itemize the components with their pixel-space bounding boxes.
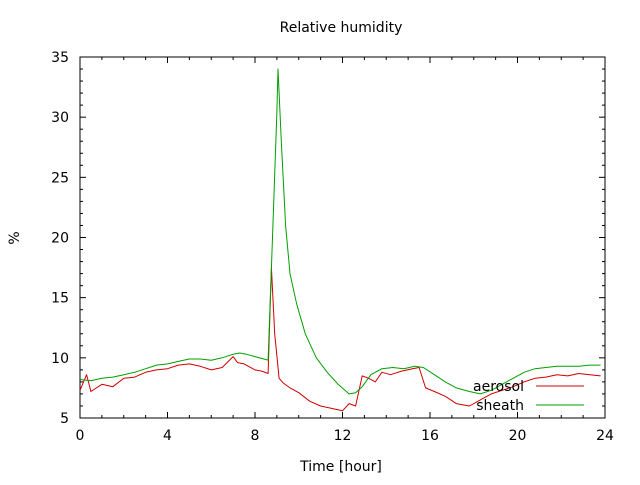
y-axis-label: %	[7, 231, 23, 244]
y-tick-label: 30	[51, 110, 69, 126]
x-axis-label: Time [hour]	[299, 459, 382, 475]
y-tick-label: 20	[51, 231, 69, 247]
y-tick-label: 35	[51, 50, 69, 66]
y-tick-label: 5	[60, 411, 69, 427]
x-tick-label: 12	[334, 428, 352, 444]
x-tick-label: 16	[421, 428, 439, 444]
legend: aerosol sheath	[473, 379, 584, 414]
axis-ticks: 0 4 8 12 16 20 24 5 10 15 20 25 30 35	[51, 50, 614, 444]
x-tick-label: 24	[596, 428, 614, 444]
x-tick-label: 20	[509, 428, 527, 444]
series-line-sheath	[79, 68, 601, 395]
plot-frame	[79, 56, 606, 419]
y-tick-label: 10	[51, 351, 69, 367]
series-layer	[79, 68, 601, 412]
series-line-aerosol	[79, 267, 601, 412]
legend-label-sheath: sheath	[476, 398, 524, 414]
x-tick-label: 0	[76, 428, 85, 444]
legend-label-aerosol: aerosol	[473, 379, 524, 395]
y-tick-label: 25	[51, 170, 69, 186]
chart-title: Relative humidity	[280, 20, 403, 36]
y-tick-label: 15	[51, 291, 69, 307]
x-tick-label: 4	[163, 428, 172, 444]
x-tick-label: 8	[251, 428, 260, 444]
